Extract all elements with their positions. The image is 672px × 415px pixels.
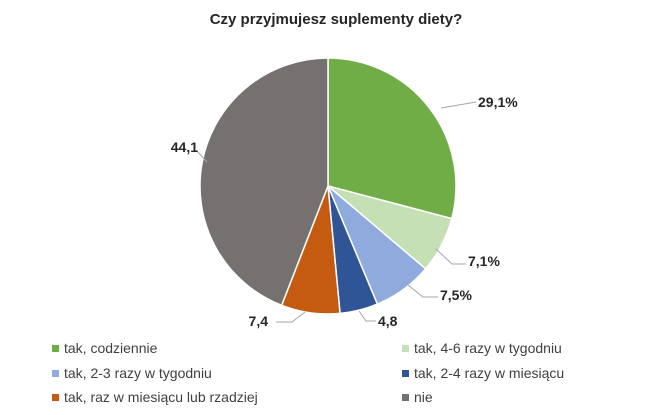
legend: tak, codziennie tak, 4-6 razy w tygodniu t…: [52, 340, 564, 405]
chart-title: Czy przyjmujesz suplementy diety?: [210, 11, 463, 28]
data-label-tak-codziennie: 29,1%: [478, 94, 518, 110]
data-label-tak-raz-w-miesiacu-lub-rzadziej: 7,4: [249, 313, 269, 329]
legend-label-tak-2-4-razy-w-miesiacu: tak, 2-4 razy w miesiącu: [414, 365, 564, 381]
legend-swatch-tak-2-4-razy-w-miesiacu: [402, 370, 409, 377]
legend-label-tak-raz-w-miesiacu-lub-rzadziej: tak, raz w miesiącu lub rzadziej: [64, 389, 258, 405]
legend-swatch-tak-raz-w-miesiacu-lub-rzadziej: [52, 394, 59, 401]
pie-slice-nie: [199, 57, 329, 307]
leader-line-5: [276, 311, 306, 323]
data-label-tak-4-6-razy-w-tygodniu: 7,1%: [468, 253, 500, 269]
legend-label-nie: nie: [414, 389, 433, 405]
leader-line-2: [435, 248, 466, 265]
leader-line-1: [440, 101, 477, 109]
pie-slice-tak-codziennie: [327, 57, 457, 220]
data-labels: 29,1% 7,1% 7,5% 4,8 7,4 44,1: [171, 94, 518, 329]
legend-swatch-tak-codziennie: [52, 345, 59, 352]
leader-line-4: [358, 310, 376, 322]
legend-label-tak-codziennie: tak, codziennie: [64, 340, 158, 356]
legend-swatch-nie: [402, 394, 409, 401]
pie-slices: [199, 57, 457, 315]
legend-swatch-tak-2-3-razy-w-tygodniu: [52, 370, 59, 377]
data-label-tak-2-4-razy-w-miesiacu: 4,8: [378, 313, 398, 329]
leader-line-6: [195, 149, 208, 163]
legend-swatch-tak-4-6-razy-w-tygodniu: [402, 345, 409, 352]
leader-lines: [195, 101, 477, 323]
data-label-nie: 44,1: [171, 139, 198, 155]
legend-label-tak-2-3-razy-w-tygodniu: tak, 2-3 razy w tygodniu: [64, 365, 212, 381]
legend-label-tak-4-6-razy-w-tygodniu: tak, 4-6 razy w tygodniu: [414, 340, 562, 356]
data-label-tak-2-3-razy-w-tygodniu: 7,5%: [440, 287, 472, 303]
leader-line-3: [407, 284, 438, 298]
